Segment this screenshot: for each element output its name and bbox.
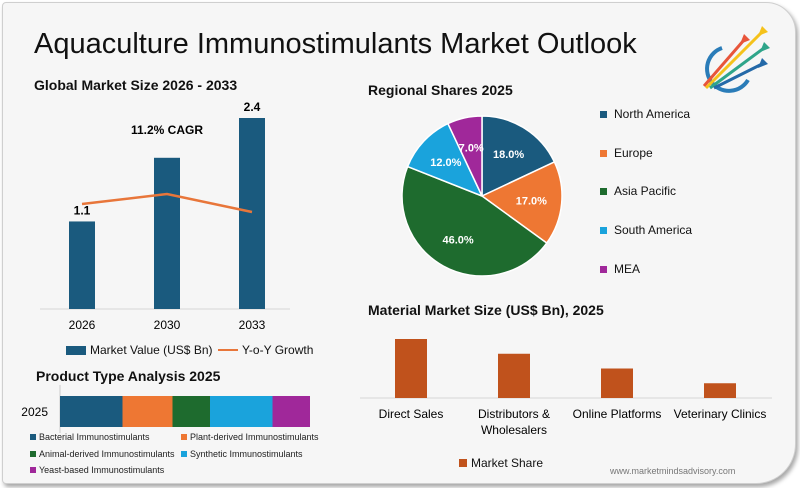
x-tick-label: Online Platforms	[573, 407, 662, 421]
legend-label: Europe	[614, 146, 653, 160]
pie-label: 46.0%	[443, 234, 474, 246]
watermark: www.marketmindsadvisory.com	[610, 466, 736, 476]
material-title: Material Market Size (US$ Bn), 2025	[368, 302, 604, 318]
legend-label: Plant-derived Immunostimulants	[190, 432, 319, 442]
legend-plant: Plant-derived Immunostimulants	[181, 432, 319, 442]
legend-swatch	[30, 451, 36, 457]
legend-europe: Europe	[600, 146, 653, 160]
legend-label: Synthetic Immunostimulants	[190, 449, 303, 459]
legend-swatch	[30, 467, 36, 473]
regional-title: Regional Shares 2025	[368, 82, 513, 98]
bar-distributors-wholesalers	[498, 353, 530, 398]
legend-line	[218, 349, 238, 351]
bar-online-platforms	[601, 368, 633, 398]
legend-label: Animal-derived Immunostimulants	[39, 449, 175, 459]
legend-swatch	[600, 187, 607, 195]
stack-segment	[122, 396, 173, 427]
legend-label: South America	[614, 223, 693, 237]
legend-label: Market Share	[471, 456, 544, 470]
pie-label: 18.0%	[493, 149, 524, 161]
pie-label: 17.0%	[516, 196, 547, 208]
product-type-title: Product Type Analysis 2025	[36, 368, 221, 384]
x-tick-label: 2030	[154, 318, 181, 332]
pie-slice-mea	[446, 115, 483, 197]
legend-north-america: North America	[600, 107, 690, 121]
stack-segment	[210, 396, 273, 427]
legend-swatch	[181, 451, 187, 457]
legend-swatch	[600, 110, 607, 118]
bar-2033	[239, 118, 265, 309]
x-tick-label: Wholesalers	[481, 423, 547, 437]
legend-yoy: Y-o-Y Growth	[218, 343, 313, 357]
data-label: 2.4	[244, 100, 261, 114]
legend-label: Bacterial Immunostimulants	[39, 432, 150, 442]
legend-label: Market Value (US$ Bn)	[90, 343, 213, 357]
stack-segment	[272, 396, 310, 427]
stack-segment	[60, 396, 123, 427]
arrows-globe-logo-icon	[702, 26, 770, 93]
y-tick-label: 2025	[21, 405, 48, 419]
x-tick-label: Veterinary Clinics	[674, 407, 767, 421]
legend-synthetic: Synthetic Immunostimulants	[181, 449, 303, 459]
x-tick-label: 2033	[239, 318, 266, 332]
pie-slice-south-america	[406, 122, 484, 198]
legend-label: MEA	[614, 262, 641, 276]
bar-2026	[69, 221, 95, 309]
legend-market-share: Market Share	[459, 456, 543, 470]
page-title: Aquaculture Immunostimulants Market Outl…	[34, 28, 637, 60]
bar-veterinary-clinics	[704, 383, 736, 398]
yoy-growth-line	[81, 192, 253, 214]
legend-swatch	[600, 226, 607, 234]
legend-label: Y-o-Y Growth	[242, 343, 314, 357]
legend-label: North America	[614, 107, 691, 121]
logo	[692, 18, 782, 98]
legend-swatch	[66, 345, 86, 355]
legend-swatch	[600, 149, 607, 157]
pie-slice-asia-pacific	[401, 165, 548, 277]
bar-direct-sales	[395, 339, 427, 398]
legend-swatch	[600, 265, 607, 273]
cagr-annotation: 11.2% CAGR	[131, 123, 203, 137]
data-label: 1.1	[74, 203, 91, 217]
bar-2030	[154, 157, 180, 309]
x-tick-label: 2026	[69, 318, 96, 332]
legend-label: Yeast-based Immunostimulants	[39, 465, 165, 475]
pie-label: 7.0%	[459, 143, 484, 155]
pie-slice-europe	[480, 160, 563, 245]
x-tick-label: Distributors &	[478, 407, 550, 421]
stack-segment	[172, 396, 210, 427]
legend-market-value: Market Value (US$ Bn)	[66, 343, 213, 357]
legend-label: Asia Pacific	[614, 184, 677, 198]
legend-animal: Animal-derived Immunostimulants	[30, 449, 175, 459]
legend-swatch	[459, 459, 467, 467]
market-size-title: Global Market Size 2026 - 2033	[34, 77, 238, 93]
legend-bacterial: Bacterial Immunostimulants	[30, 432, 150, 442]
pie-label: 12.0%	[430, 157, 461, 169]
pie-slice-north-america	[481, 115, 556, 198]
x-tick-label: Direct Sales	[379, 407, 444, 421]
legend-asia-pacific: Asia Pacific	[600, 184, 676, 198]
legend-mea: MEA	[600, 262, 640, 276]
legend-south-america: South America	[600, 223, 692, 237]
legend-swatch	[181, 434, 187, 440]
legend-swatch	[30, 434, 36, 440]
legend-yeast: Yeast-based Immunostimulants	[30, 465, 164, 475]
